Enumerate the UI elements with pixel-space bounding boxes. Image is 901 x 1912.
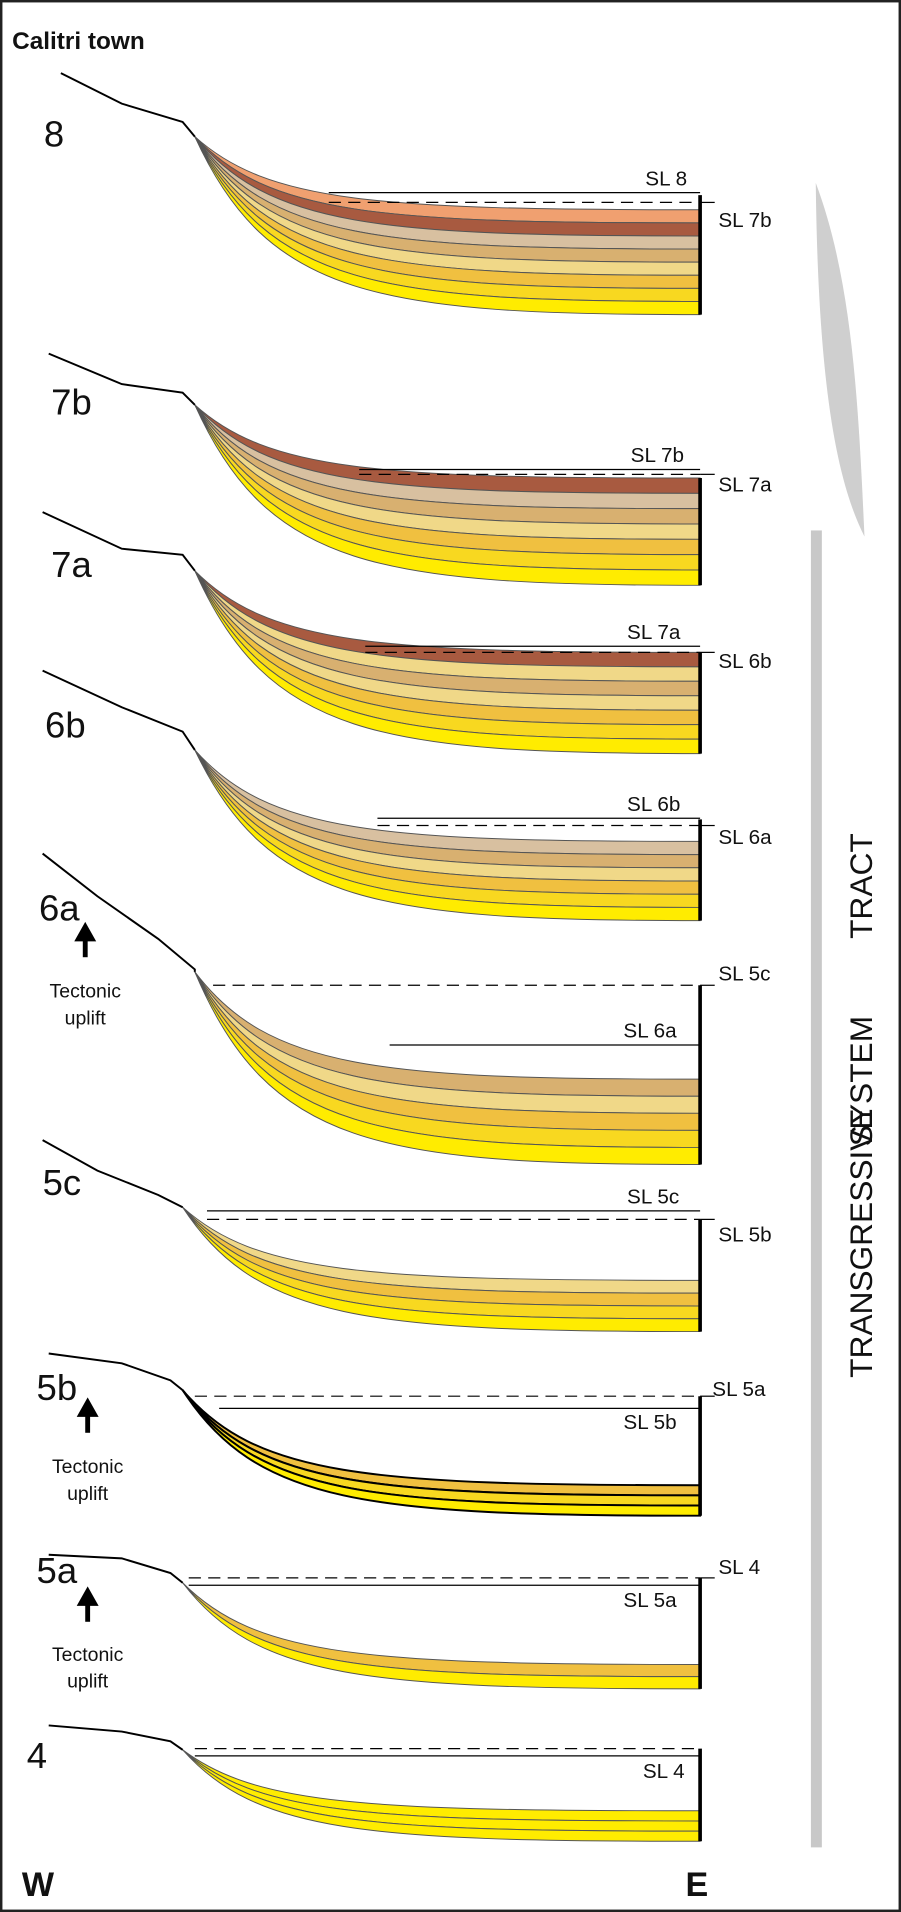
stage-label: 5a: [37, 1550, 78, 1591]
uplift-note: Tectonic: [50, 980, 122, 1002]
sl-label-right: SL 6a: [718, 826, 772, 849]
sl-label-right: SL 5c: [718, 962, 770, 985]
panels: 8 SL 8 SL 7b 7b SL 7b SL 7a 7a SL 7a SL 6b 6b SL 6…: [27, 72, 772, 1842]
terrain: [48, 1352, 184, 1391]
side-label: TRANSGRESSIVE: [843, 1108, 879, 1377]
side-label: SYSTEM: [843, 1016, 879, 1146]
title: Calitri town: [12, 28, 145, 55]
terrain: [42, 511, 196, 572]
sl-label: SL 6a: [623, 1020, 677, 1043]
sl-label-right: SL 7b: [718, 209, 771, 232]
sl-label: SL 5b: [623, 1411, 676, 1434]
uplift-note: uplift: [67, 1671, 109, 1693]
sl-label-right: SL 5a: [712, 1378, 766, 1401]
terrain: [42, 1139, 184, 1209]
terrain: [48, 1724, 184, 1751]
uplift-note: Tectonic: [52, 1456, 124, 1478]
terrain: [42, 852, 196, 972]
uplift-arrowhead: [76, 1586, 99, 1606]
east-label: E: [685, 1866, 708, 1904]
sl-label: SL 5c: [627, 1186, 679, 1209]
sl-label: SL 5a: [623, 1589, 677, 1612]
terrain: [42, 669, 196, 751]
side-label: TRACT: [843, 833, 879, 939]
tract-bar: [810, 530, 822, 1848]
sl-label: SL 4: [643, 1760, 685, 1783]
uplift-arrowhead: [76, 1397, 99, 1417]
wedge-marker: [815, 182, 865, 537]
stage-label: 7b: [51, 382, 92, 423]
sl-label-right: SL 6b: [718, 650, 771, 673]
uplift-arrowhead: [74, 921, 97, 942]
uplift-note: uplift: [65, 1007, 107, 1029]
terrain: [48, 352, 196, 406]
uplift-note: Tectonic: [52, 1644, 124, 1666]
terrain: [48, 1553, 184, 1584]
sl-label: SL 8: [645, 167, 687, 190]
sl-label-right: SL 4: [718, 1556, 760, 1579]
west-label: W: [22, 1866, 55, 1904]
stage-label: 5c: [43, 1162, 82, 1203]
stage-label: 8: [44, 113, 64, 154]
stage-label: 7a: [51, 544, 92, 585]
stage-label: 4: [27, 1735, 47, 1776]
sl-label: SL 7a: [627, 621, 681, 644]
sl-label-right: SL 7a: [718, 473, 772, 496]
stage-label: 6b: [45, 705, 86, 746]
sl-label-right: SL 5b: [718, 1223, 771, 1246]
sl-label: SL 7b: [631, 444, 684, 467]
terrain: [60, 72, 196, 138]
sl-label: SL 6b: [627, 793, 680, 816]
stage-label: 5b: [37, 1367, 78, 1408]
uplift-note: uplift: [67, 1483, 109, 1505]
stage-label: 6a: [39, 888, 80, 929]
